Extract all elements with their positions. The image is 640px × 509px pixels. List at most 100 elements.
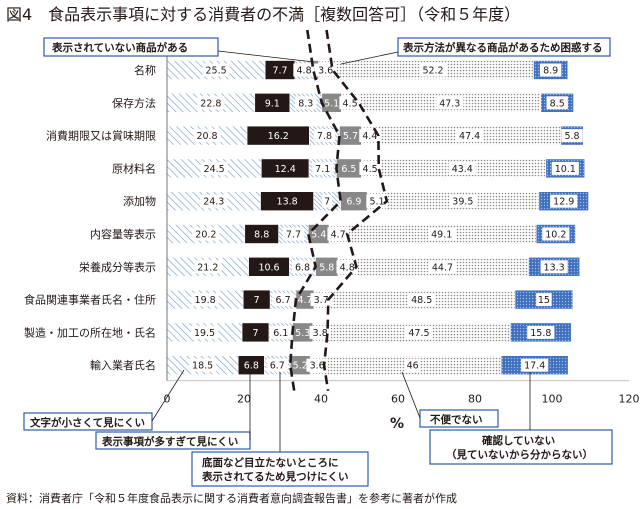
value-label: 10.1 <box>555 164 576 175</box>
value-label: 12.4 <box>275 164 296 175</box>
value-label-bg <box>536 293 552 307</box>
value-label-bg <box>546 96 568 110</box>
category-label: 名称 <box>134 63 156 77</box>
value-label-bg <box>194 260 222 274</box>
value-label-bg <box>542 227 570 241</box>
value-label-bg <box>456 129 484 143</box>
value-label-bg <box>282 227 305 241</box>
callout-bottom-hidden-text-2: 表示されてるため見つけにくい <box>201 470 348 483</box>
value-label: 20.8 <box>196 131 217 142</box>
dashed-guide-lines <box>288 29 389 391</box>
value-label: 6.8 <box>244 361 259 372</box>
value-label: 3.6 <box>318 66 333 77</box>
x-tick-label: 40 <box>314 393 328 406</box>
callout-bottom-many: 表示事項が多すぎて見にくい <box>95 372 251 450</box>
x-tick-label: 80 <box>468 393 482 406</box>
value-label: 7 <box>253 328 259 339</box>
value-label-bg <box>266 358 289 372</box>
x-axis: 0 20 40 60 80 100 120 <box>164 56 640 406</box>
value-label-bg <box>521 358 549 372</box>
value-label-bg <box>189 358 217 372</box>
value-label-bg <box>336 260 358 274</box>
value-label: 12.9 <box>553 197 574 208</box>
value-label: 4.7 <box>297 295 312 306</box>
value-label: 10.2 <box>545 230 566 241</box>
value-label-bg <box>197 96 225 110</box>
bars-group <box>166 60 589 376</box>
x-tick-label: 100 <box>542 393 563 406</box>
callout-bottom-hidden: 底面など目立たないところに 表示されてるため見つけにくい <box>191 372 369 487</box>
x-axis-unit: % <box>390 416 404 432</box>
x-tick-label: 120 <box>619 393 640 406</box>
category-label: 原材料名 <box>112 161 156 175</box>
callout-top-left-text: 表示されていない商品がある <box>51 41 188 54</box>
value-label-bg <box>359 161 381 175</box>
value-label: 8.8 <box>254 230 269 241</box>
value-label-bg <box>312 161 334 175</box>
callout-bottom-small-text: 文字が小さくて見にくい <box>29 416 145 429</box>
value-label-bg <box>419 63 447 77</box>
source-note: 資料：消費者庁「令和５年度食品表示に関する消費者意向調査報告書」を参考に著者が作… <box>6 491 457 505</box>
value-label: 13.3 <box>544 262 565 273</box>
value-label: 48.5 <box>411 295 432 306</box>
value-label: 46 <box>407 361 419 372</box>
value-label: 47.3 <box>439 98 460 109</box>
value-label: 4.8 <box>340 262 355 273</box>
category-label: 保存方法 <box>112 96 156 110</box>
value-label: 3.6 <box>310 361 325 372</box>
callout-top-right: 表示方法が異なる商品があるため困惑する <box>340 37 611 65</box>
value-label: 5.4 <box>311 230 326 241</box>
x-tick-label: 20 <box>237 393 251 406</box>
value-label: 15 <box>538 295 550 306</box>
value-label-bg <box>408 293 436 307</box>
value-label: 5.8 <box>564 131 579 142</box>
callout-bottom-small: 文字が小さくて見にくい <box>23 369 185 431</box>
value-label: 4.5 <box>343 98 358 109</box>
callout-bottom-unchecked-text-1: 確認していない <box>482 434 555 447</box>
value-label: 15.8 <box>530 328 551 339</box>
value-label: 17.4 <box>524 361 545 372</box>
value-label: 10.6 <box>258 262 279 273</box>
value-label-bg <box>539 63 562 77</box>
value-label-bg <box>295 96 317 110</box>
dashed-line-left <box>288 29 343 391</box>
value-label-bg <box>270 325 292 339</box>
value-label: 19.5 <box>194 328 215 339</box>
value-label: 6.7 <box>270 361 285 372</box>
value-label: 43.4 <box>452 164 473 175</box>
value-label: 25.5 <box>206 66 227 77</box>
value-label: 4.4 <box>362 131 377 142</box>
value-label-bg <box>404 358 421 372</box>
value-label: 6.8 <box>295 262 310 273</box>
value-label-bg <box>310 293 332 307</box>
value-label: 6.1 <box>273 328 288 339</box>
dashed-line-right <box>322 29 389 391</box>
value-label-bg <box>327 227 349 241</box>
value-label: 6.9 <box>346 197 361 208</box>
value-label-bg <box>191 293 219 307</box>
value-label: 44.7 <box>432 262 453 273</box>
value-label-bg <box>306 358 328 372</box>
value-label: 16.2 <box>268 131 289 142</box>
value-label-bg <box>449 194 477 208</box>
value-label: 6.7 <box>276 295 291 306</box>
value-label-bg <box>322 194 333 208</box>
callout-top-left: 表示されていない商品がある <box>43 37 315 63</box>
value-label-bg <box>309 325 331 339</box>
callout-bottom-inconvenient: 不便でない <box>401 371 499 428</box>
value-label: 7 <box>254 295 260 306</box>
value-label-bg <box>193 129 221 143</box>
value-label: 7.1 <box>315 164 330 175</box>
value-label-bg <box>405 325 433 339</box>
value-label: 47.4 <box>459 131 480 142</box>
value-label-bg <box>448 161 476 175</box>
value-label: 5.8 <box>319 262 334 273</box>
value-label: 13.8 <box>277 197 298 208</box>
value-label: 4.5 <box>363 164 378 175</box>
value-label: 21.2 <box>197 262 218 273</box>
value-label: 5.1 <box>324 98 339 109</box>
callout-bottom-unchecked: 確認していない （見ていないから分からない） <box>429 372 613 465</box>
value-label: 7.8 <box>317 131 332 142</box>
value-label: 22.8 <box>200 98 221 109</box>
